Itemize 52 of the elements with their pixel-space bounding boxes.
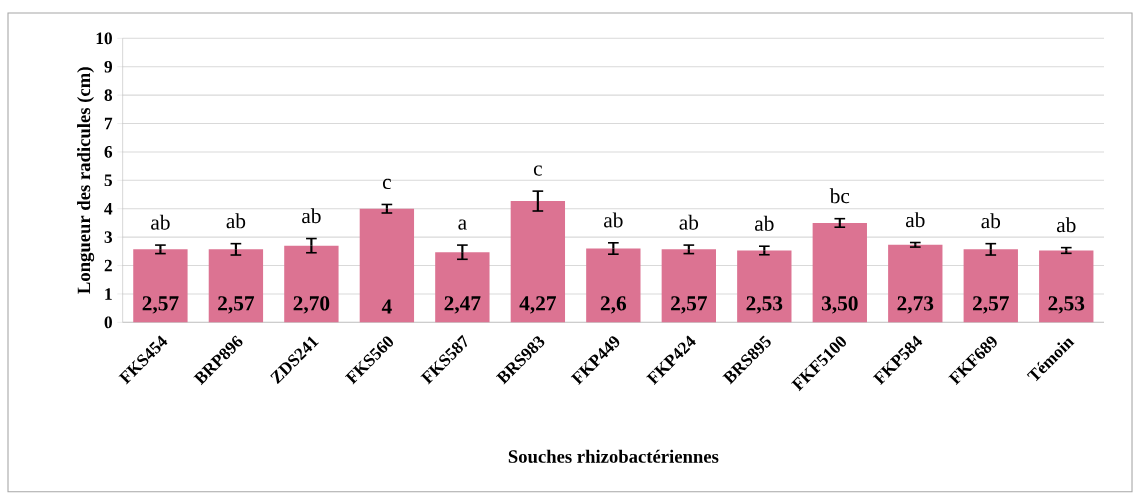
annotation: ab <box>151 214 170 230</box>
y-tick-label: 6 <box>104 146 113 158</box>
data-label: 2,6 <box>600 296 627 314</box>
data-label: 2,53 <box>1048 296 1085 314</box>
data-label: 2,57 <box>671 296 707 314</box>
y-tick-label: 0 <box>104 316 112 329</box>
annotation: ab <box>755 215 774 231</box>
bar <box>359 208 415 323</box>
bar <box>812 222 867 323</box>
data-label: 2,57 <box>142 296 179 314</box>
data-label: 3,50 <box>821 296 858 314</box>
bar <box>586 248 641 323</box>
bar <box>284 245 339 323</box>
annotation: a <box>458 219 467 230</box>
y-tick-label: 4 <box>104 203 113 215</box>
y-tick-label: 3 <box>104 231 113 243</box>
y-tick-label: 1 <box>105 288 112 300</box>
bar <box>737 250 792 323</box>
y-tick-label: 10 <box>96 32 112 45</box>
data-label: 4,27 <box>519 296 556 314</box>
annotation: ab <box>302 208 321 224</box>
x-axis-title: Souches rhizobactériennes <box>508 449 719 463</box>
annotation: c <box>382 178 391 190</box>
y-tick-label: 2 <box>104 259 112 272</box>
bar <box>963 249 1018 323</box>
data-label: 4 <box>381 299 392 314</box>
bar <box>133 249 188 323</box>
bar <box>435 252 490 323</box>
bar <box>208 249 264 323</box>
annotation: bc <box>829 188 850 204</box>
bar <box>510 201 566 323</box>
y-tick-label: 7 <box>104 117 113 130</box>
annotation: ab <box>226 213 246 229</box>
annotation: ab <box>604 212 623 228</box>
y-tick-label: 8 <box>104 89 113 101</box>
annotation: ab <box>1056 217 1076 233</box>
annotation: ab <box>679 214 699 230</box>
y-tick-label: 9 <box>104 60 113 73</box>
annotation: ab <box>905 212 925 228</box>
bar <box>1039 250 1094 323</box>
y-axis-title: Longueur des radicules (cm) <box>77 67 95 294</box>
bar <box>888 244 943 323</box>
data-label: 2,57 <box>218 296 255 314</box>
annotation: ab <box>981 213 1001 229</box>
bar <box>661 249 716 323</box>
data-label: 2,57 <box>973 296 1009 314</box>
annotation: c <box>533 165 542 176</box>
data-label: 2,70 <box>293 296 330 314</box>
data-label: 2,53 <box>746 296 783 314</box>
y-tick-label: 5 <box>104 174 112 187</box>
data-label: 2,47 <box>444 296 481 314</box>
data-label: 2,73 <box>897 296 934 314</box>
